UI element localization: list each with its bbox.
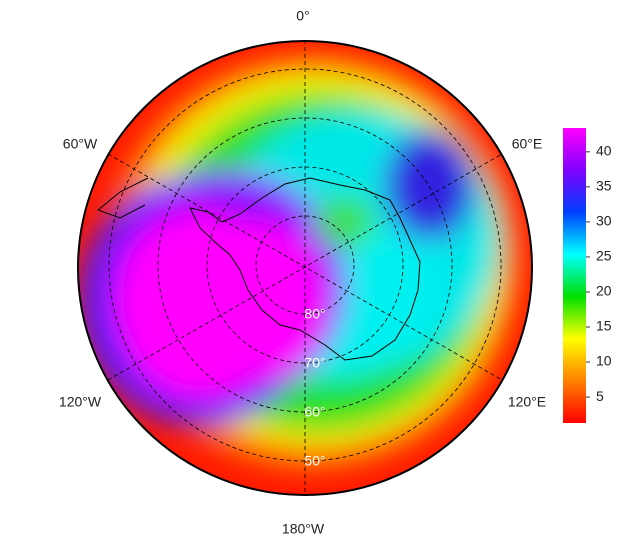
colorbar-tick-label: 5 [596, 388, 604, 404]
latitude-label: 50° [304, 453, 325, 469]
colorbar-tick-label: 20 [596, 283, 612, 299]
colorbar-tick-label: 25 [596, 248, 612, 264]
map-boundary [77, 40, 533, 496]
latitude-label: 70° [304, 355, 325, 371]
longitude-label: 120°E [508, 394, 546, 410]
colorbar-tick-label: 15 [596, 318, 612, 334]
latitude-label: 80° [304, 306, 325, 322]
colorbar-tick-label: 30 [596, 213, 612, 229]
graticule [107, 40, 503, 496]
south-america-tip [97, 177, 149, 219]
longitude-label: 180°W [282, 521, 325, 537]
colorbar-tick-label: 10 [596, 353, 612, 369]
longitude-label: 0° [296, 8, 309, 24]
latitude-label: 60° [304, 404, 325, 420]
colorbar-tick-label: 35 [596, 178, 612, 194]
colorbar [563, 128, 586, 423]
longitude-label: 60°W [63, 136, 98, 152]
coastline [189, 177, 421, 361]
longitude-label: 60°E [512, 136, 543, 152]
longitude-label: 120°W [59, 394, 102, 410]
colorbar-tick-label: 40 [596, 143, 612, 159]
